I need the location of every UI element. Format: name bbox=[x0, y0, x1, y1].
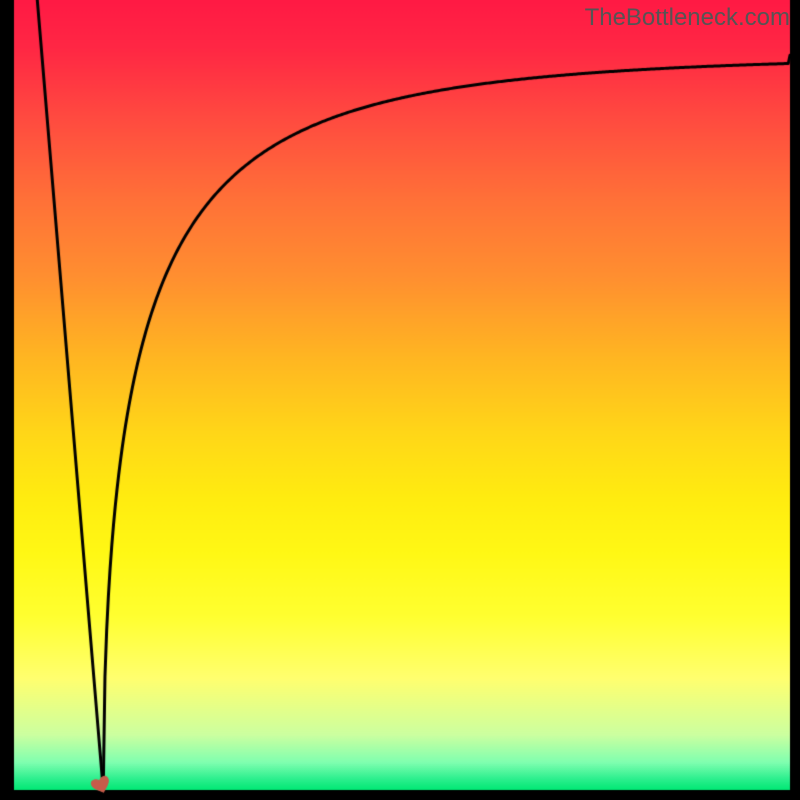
bottleneck-curve bbox=[0, 0, 800, 800]
chart-container: TheBottleneck.com bbox=[0, 0, 800, 800]
watermark-text: TheBottleneck.com bbox=[585, 4, 790, 32]
